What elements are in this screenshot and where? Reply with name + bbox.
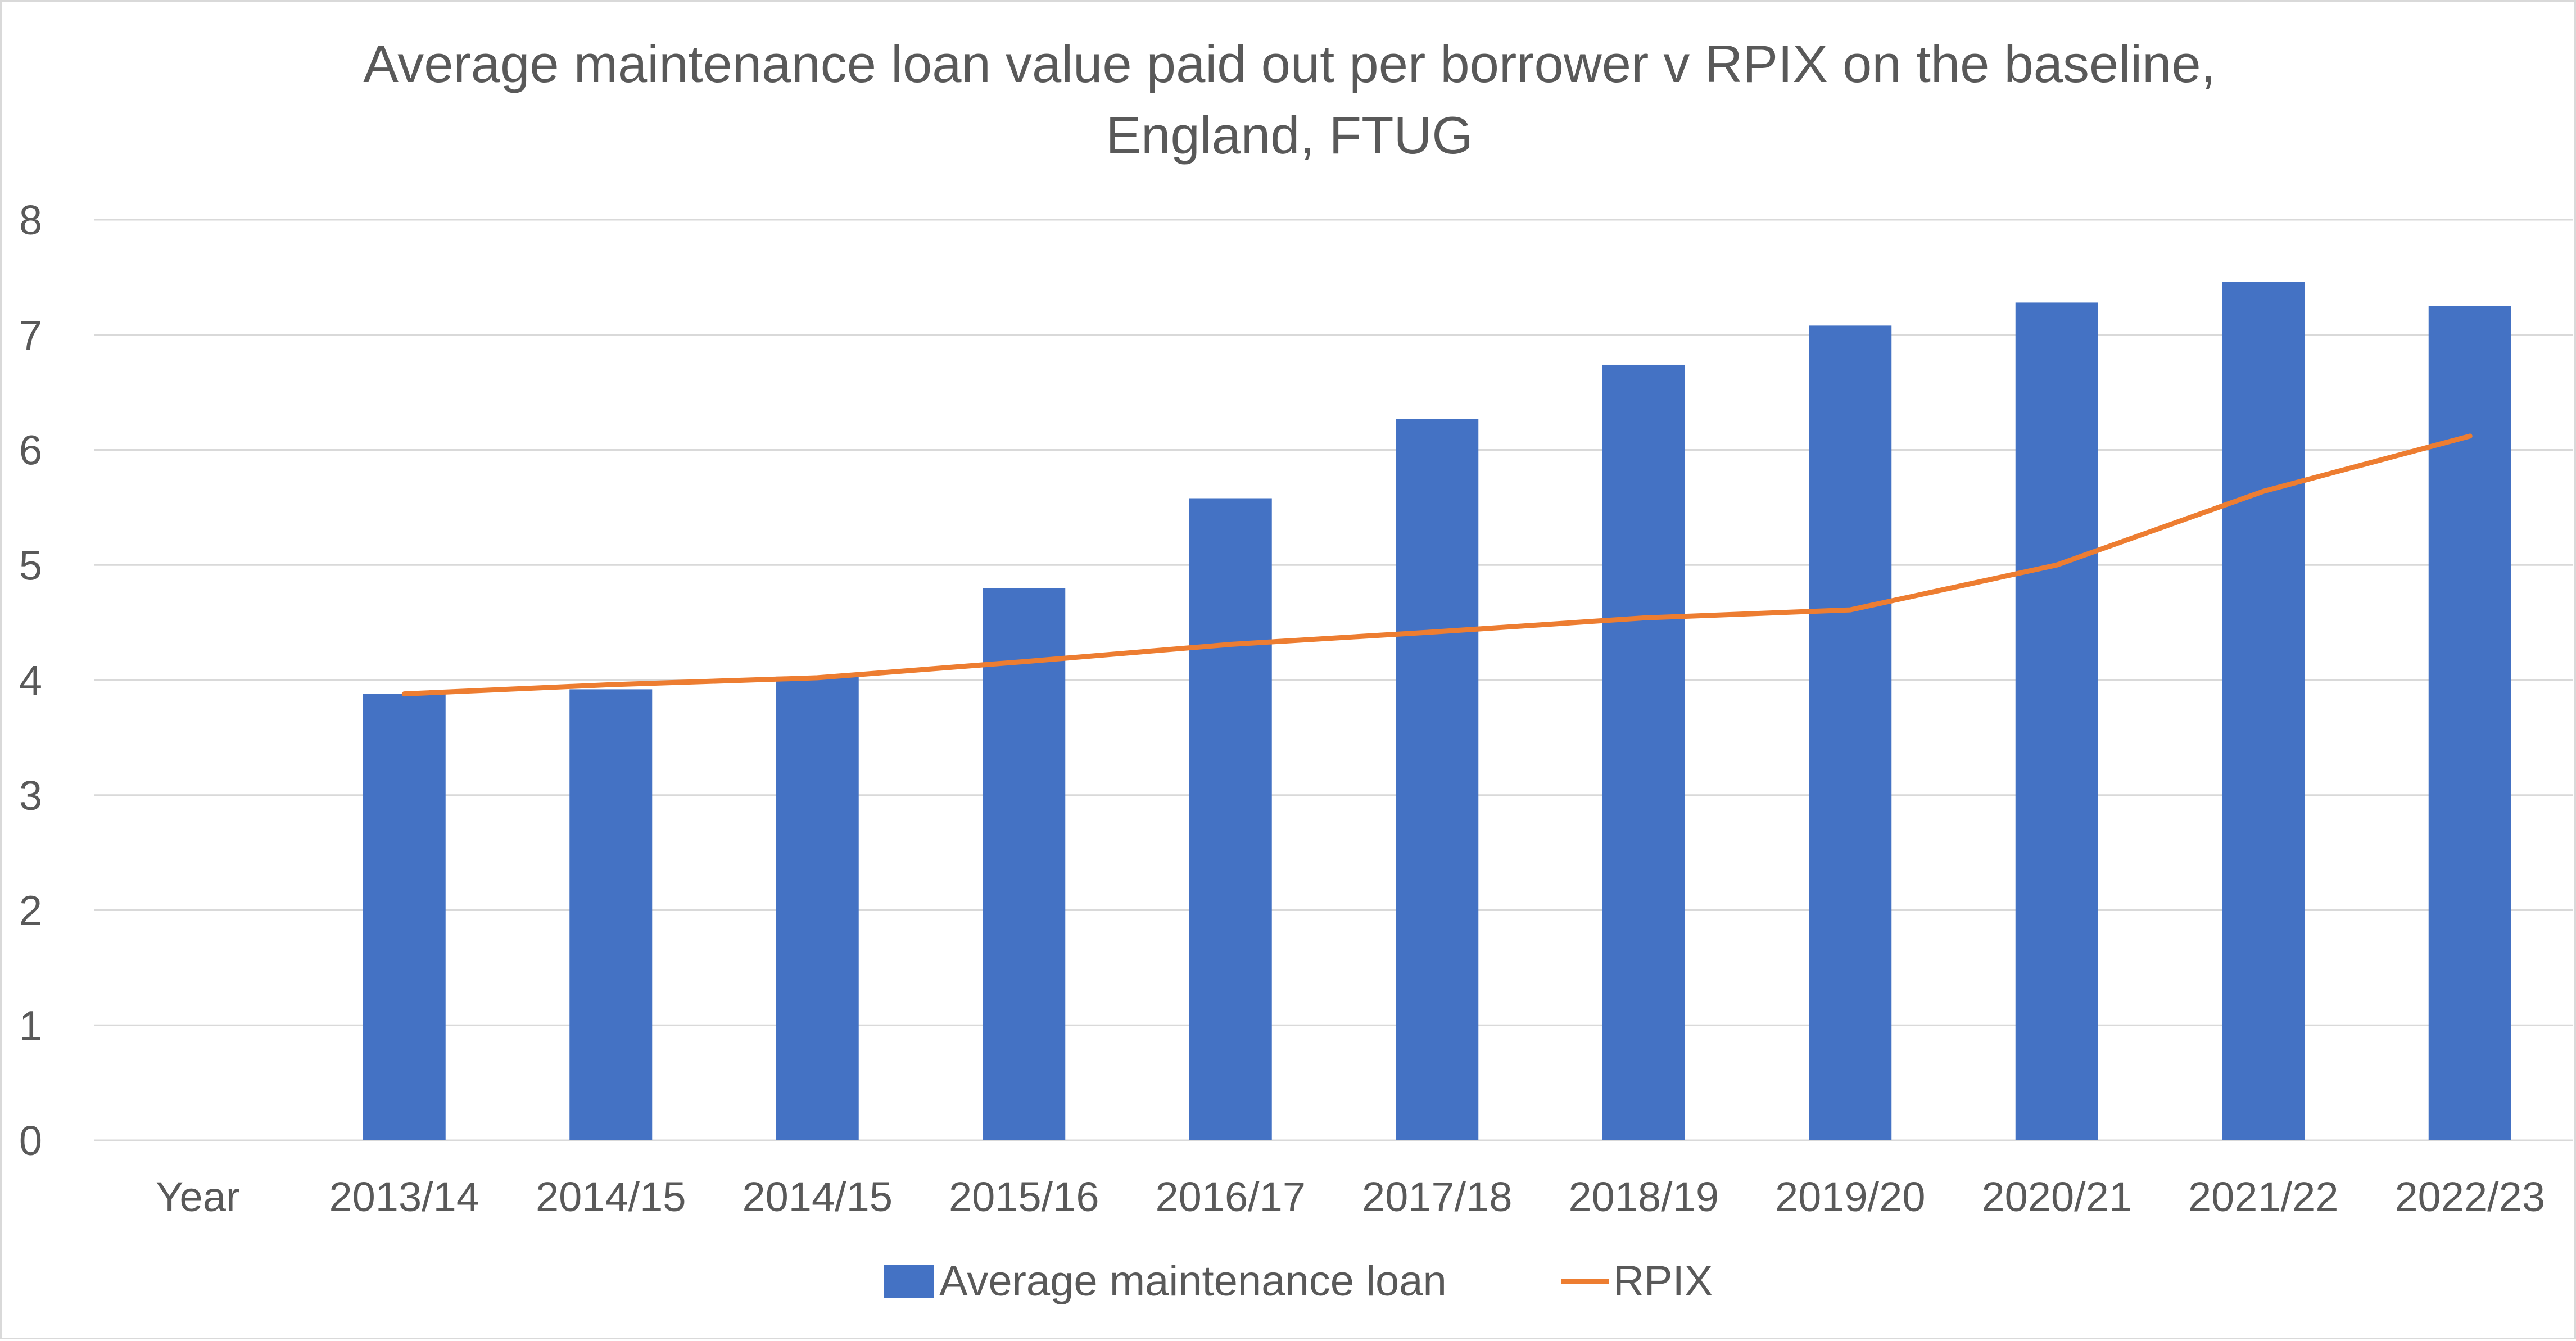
y-tick-label: 4 xyxy=(19,657,42,704)
y-axis-tick-labels: 0 1 2 3 4 5 6 7 8 xyxy=(19,197,42,1164)
x-axis-tick-labels: Year 2013/14 2014/15 2014/15 2015/16 2016/17 2… xyxy=(156,1174,2545,1220)
chart-title-line-2: England, FTUG xyxy=(1106,106,1473,165)
x-tick-label: 2016/17 xyxy=(1156,1174,1306,1220)
x-tick-label: Year xyxy=(156,1174,240,1220)
y-tick-label: 6 xyxy=(19,427,42,474)
x-tick-label: 2015/16 xyxy=(949,1174,1099,1220)
bar xyxy=(2222,282,2305,1141)
bar xyxy=(1602,364,1685,1140)
y-tick-label: 0 xyxy=(19,1117,42,1164)
bar xyxy=(1809,325,1892,1140)
x-tick-label: 2014/15 xyxy=(743,1174,893,1220)
legend-label-average-maintenance-loan: Average maintenance loan xyxy=(939,1257,1447,1305)
x-tick-label: 2018/19 xyxy=(1569,1174,1719,1220)
bar-series xyxy=(363,282,2511,1141)
y-tick-label: 5 xyxy=(19,542,42,588)
x-tick-label: 2014/15 xyxy=(536,1174,686,1220)
legend-swatch-average-maintenance-loan xyxy=(884,1265,934,1298)
line-series xyxy=(401,433,2473,697)
rpix-line xyxy=(401,433,2473,697)
bar xyxy=(1189,498,1272,1140)
bar xyxy=(1396,419,1479,1140)
bar xyxy=(776,676,859,1140)
y-tick-label: 3 xyxy=(19,772,42,819)
x-tick-label: 2021/22 xyxy=(2188,1174,2339,1220)
legend: Average maintenance loan RPIX xyxy=(884,1257,1713,1305)
y-tick-label: 8 xyxy=(19,197,42,243)
bar xyxy=(983,588,1066,1140)
x-tick-label: 2020/21 xyxy=(1982,1174,2133,1220)
gridlines xyxy=(94,219,2573,1141)
x-tick-label: 2022/23 xyxy=(2395,1174,2546,1220)
y-tick-label: 2 xyxy=(19,887,42,934)
bar xyxy=(2015,302,2098,1141)
chart-title: Average maintenance loan value paid out … xyxy=(363,34,2216,165)
y-tick-label: 1 xyxy=(19,1002,42,1049)
x-tick-label: 2019/20 xyxy=(1775,1174,1926,1220)
legend-label-rpix: RPIX xyxy=(1613,1257,1713,1305)
bar xyxy=(569,689,653,1140)
y-tick-label: 7 xyxy=(19,312,42,359)
x-tick-label: 2013/14 xyxy=(329,1174,480,1220)
bar xyxy=(363,694,446,1140)
x-tick-label: 2017/18 xyxy=(1362,1174,1513,1220)
bar xyxy=(2428,306,2511,1140)
chart-title-line-1: Average maintenance loan value paid out … xyxy=(363,34,2216,93)
